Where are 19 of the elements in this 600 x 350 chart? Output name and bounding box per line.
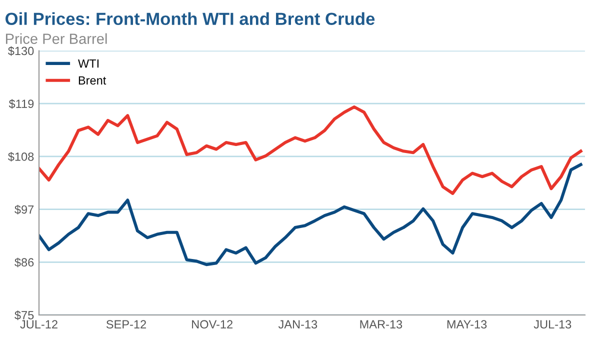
line-series xyxy=(39,163,582,266)
chart-subtitle: Price Per Barrel xyxy=(6,33,107,44)
x-tick-label: MAY-13 xyxy=(447,320,487,329)
y-tick-label: $119 xyxy=(8,99,34,109)
x-tick-label: NOV-12 xyxy=(192,320,232,329)
y-tick-label: $86 xyxy=(14,258,34,268)
y-tick-label: $108 xyxy=(8,152,34,162)
line-series xyxy=(39,105,582,195)
x-tick-label: JUL-13 xyxy=(534,320,572,329)
legend-label: WTI xyxy=(78,59,99,68)
y-tick-label: $130 xyxy=(8,46,34,56)
x-tick-label: SEP-12 xyxy=(106,320,146,329)
legend-label: Brent xyxy=(78,76,106,85)
x-tick-label: JUL-12 xyxy=(20,320,58,329)
chart-title: Oil Prices: Front-Month WTI and Brent Crude xyxy=(6,12,375,25)
x-tick-label: MAR-13 xyxy=(360,320,402,329)
y-tick-label: $75 xyxy=(14,310,34,320)
y-tick-label: $97 xyxy=(14,204,34,214)
x-tick-label: JAN-13 xyxy=(278,320,318,329)
